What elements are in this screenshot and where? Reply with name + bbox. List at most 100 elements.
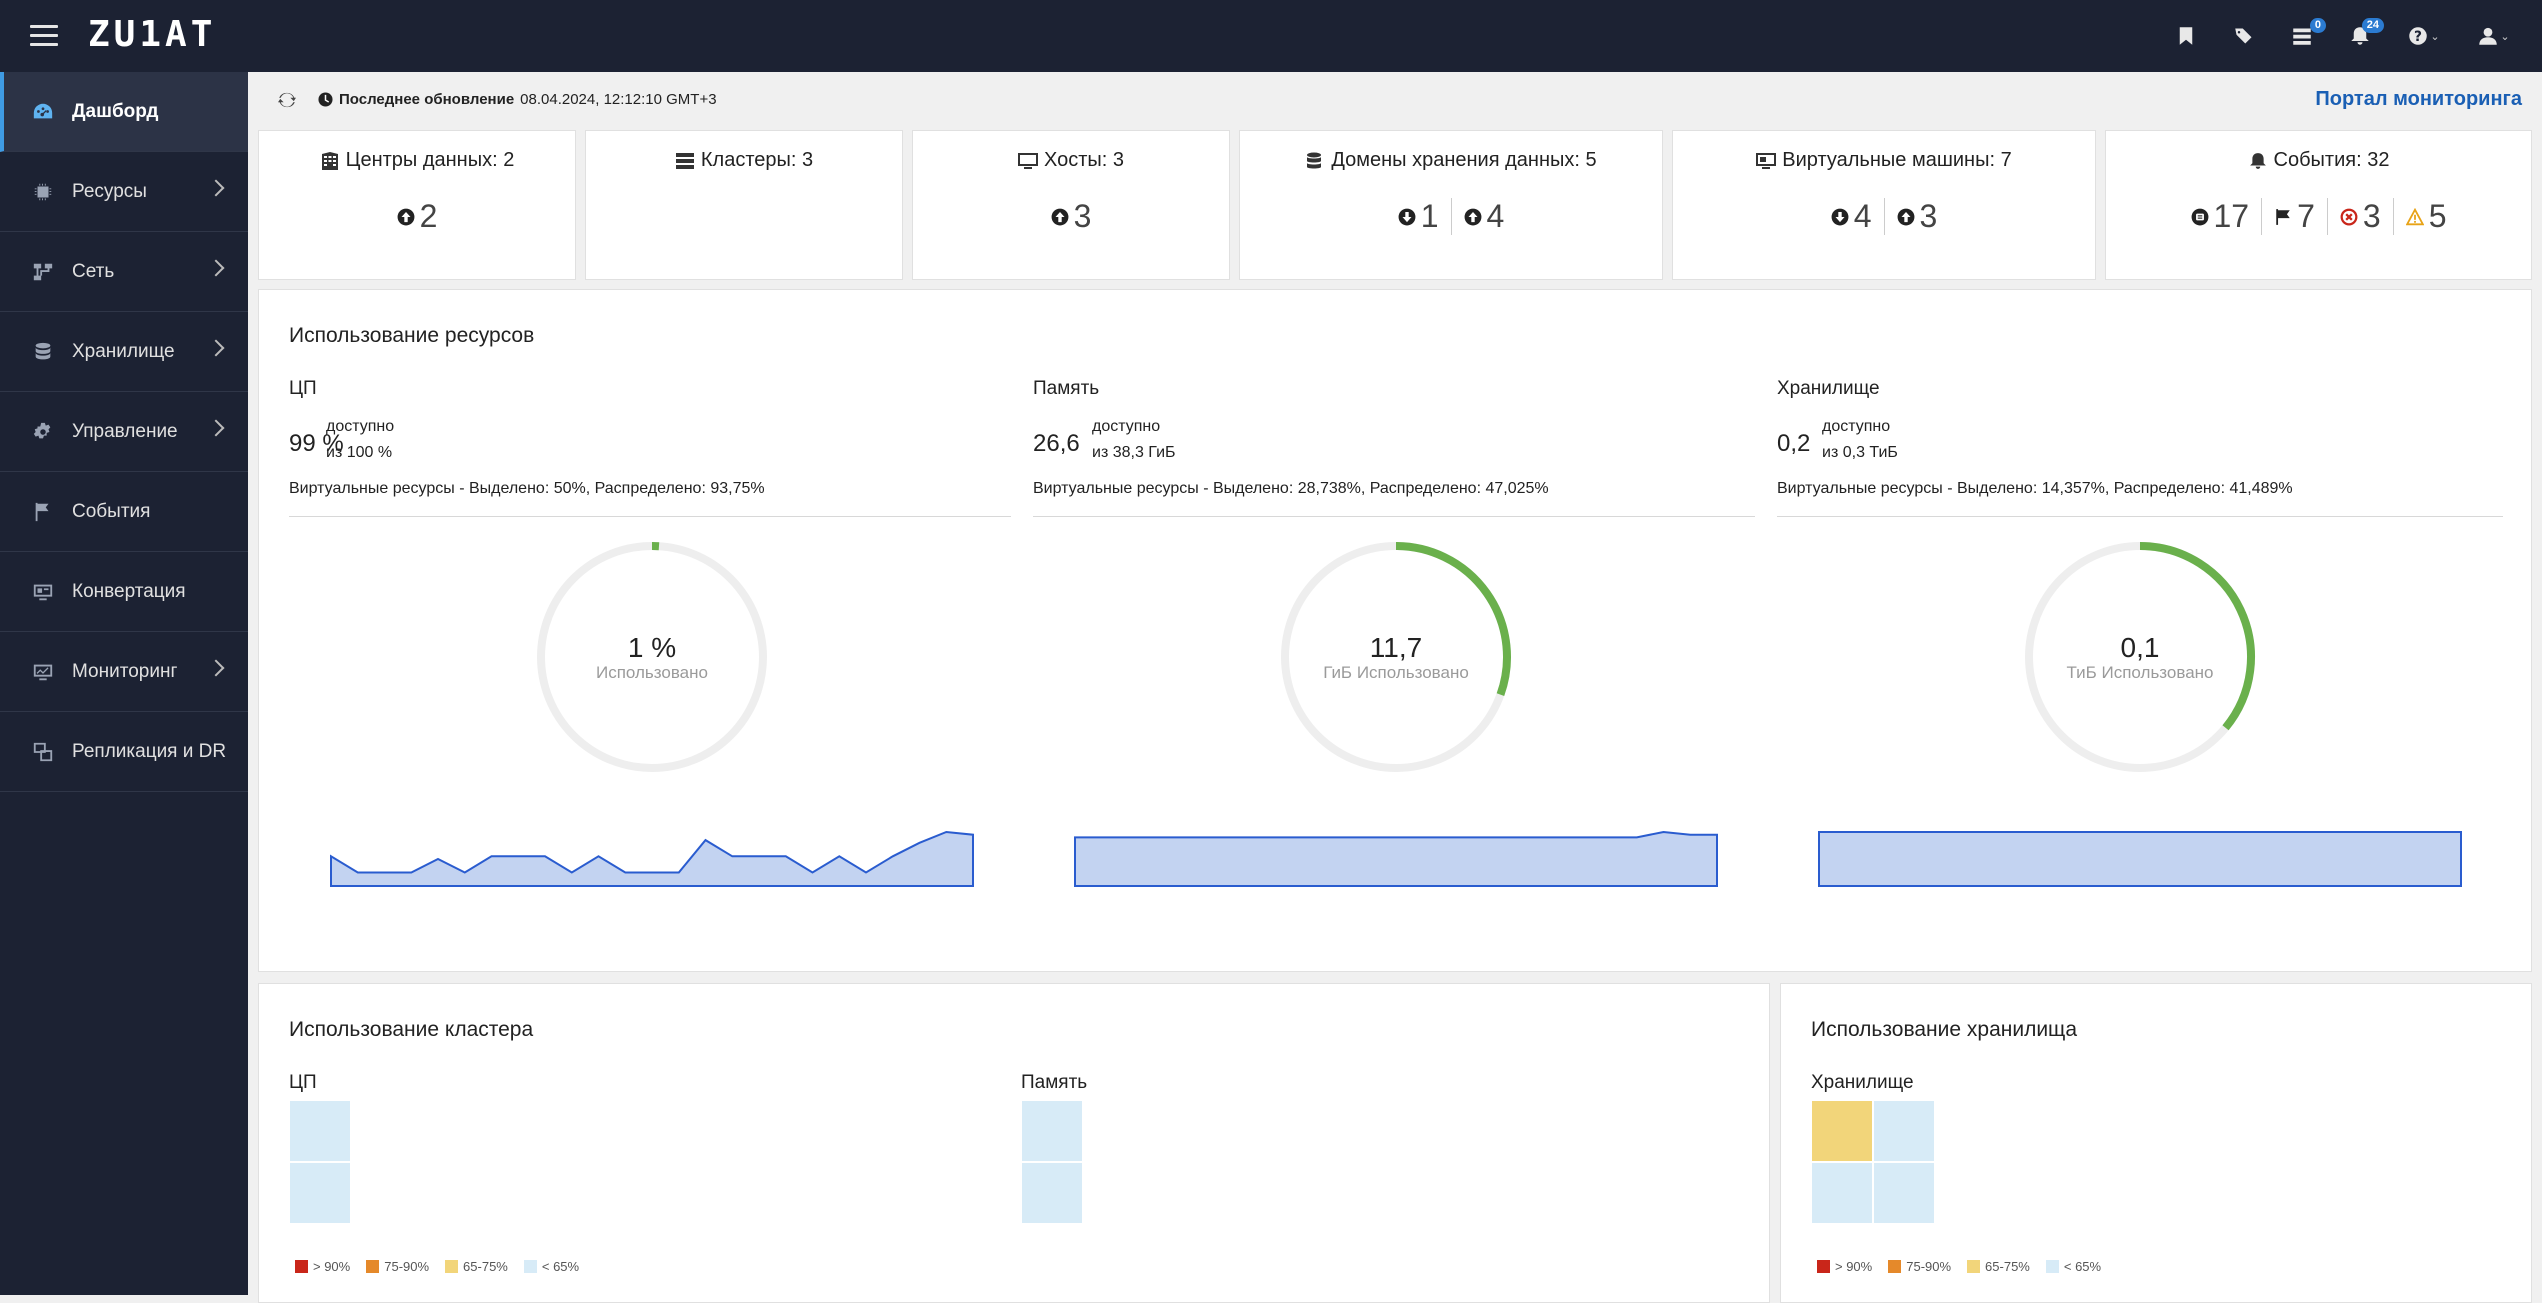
cluster-legend: > 90% 75-90% 65-75% < 65% bbox=[295, 1259, 579, 1274]
cluster-memory-title: Память bbox=[1021, 1072, 1087, 1094]
sidebar-item-network[interactable]: Сеть bbox=[0, 232, 248, 312]
datacenters-up-count[interactable]: 2 bbox=[385, 198, 450, 235]
sidebar-item-resources[interactable]: Ресурсы bbox=[0, 152, 248, 232]
cluster-memory-tile[interactable] bbox=[1021, 1100, 1083, 1162]
card-clusters-title[interactable]: Кластеры: 3 bbox=[586, 149, 902, 172]
card-storage-domains-title[interactable]: Домены хранения данных: 5 bbox=[1240, 149, 1662, 172]
cluster-cpu-tile[interactable] bbox=[289, 1100, 351, 1162]
user-icon[interactable]: ⌄ bbox=[2476, 24, 2512, 48]
flag-icon bbox=[2274, 208, 2292, 226]
storage-domains-up-count[interactable]: 4 bbox=[1451, 198, 1517, 235]
bell-icon[interactable]: 24 bbox=[2348, 24, 2372, 48]
memory-donut-chart[interactable]: 11,7 ГиБ Использовано bbox=[1276, 537, 1516, 777]
gear-icon bbox=[30, 420, 56, 444]
divider bbox=[289, 516, 1011, 517]
last-update-value: 08.04.2024, 12:12:10 GMT+3 bbox=[520, 91, 716, 108]
cpu-virtual-resources: Виртуальные ресурсы - Выделено: 50%, Рас… bbox=[289, 480, 765, 498]
storage-domains-down-count[interactable]: 1 bbox=[1386, 198, 1451, 235]
events-flag-count[interactable]: 7 bbox=[2261, 198, 2327, 235]
arrow-down-circle-icon bbox=[1398, 208, 1416, 226]
sidebar-item-label: Ресурсы bbox=[72, 181, 147, 203]
sidebar-item-administration[interactable]: Управление bbox=[0, 392, 248, 472]
sidebar-item-label: Конвертация bbox=[72, 581, 186, 603]
cluster-memory-tile[interactable] bbox=[1021, 1162, 1083, 1224]
status-bar: Последнее обновление 08.04.2024, 12:12:1… bbox=[248, 72, 2542, 127]
summary-cards: Центры данных: 2 2 Кластеры: 3 Хосты: 3 bbox=[258, 130, 2532, 280]
tags-icon[interactable] bbox=[2232, 24, 2256, 48]
sidebar-item-conversion[interactable]: Конвертация bbox=[0, 552, 248, 632]
card-datacenters-title[interactable]: Центры данных: 2 bbox=[259, 149, 575, 172]
hosts-up-count[interactable]: 3 bbox=[1039, 198, 1104, 235]
divider bbox=[1033, 516, 1755, 517]
chevron-right-icon bbox=[208, 660, 225, 677]
storage-usage-subtitle: Хранилище bbox=[1811, 1072, 1914, 1094]
sidebar-item-label: События bbox=[72, 501, 150, 523]
building-icon bbox=[320, 152, 340, 170]
card-hosts: Хосты: 3 3 bbox=[912, 130, 1230, 280]
storage-sparkline[interactable] bbox=[1817, 830, 2463, 888]
help-icon[interactable]: ?⌄ bbox=[2406, 24, 2442, 48]
vms-down-count[interactable]: 4 bbox=[1819, 198, 1884, 235]
legend-swatch-high bbox=[1817, 1260, 1830, 1273]
server-stack-icon bbox=[675, 152, 695, 170]
monitoring-portal-link[interactable]: Портал мониторинга bbox=[2315, 88, 2522, 111]
sidebar-item-events[interactable]: События bbox=[0, 472, 248, 552]
storage-donut-label: ТиБ Использовано bbox=[2067, 663, 2214, 682]
storage-virtual-resources: Виртуальные ресурсы - Выделено: 14,357%,… bbox=[1777, 480, 2293, 498]
dashboard-icon bbox=[30, 100, 56, 124]
card-vms-title[interactable]: Виртуальные машины: 7 bbox=[1673, 149, 2095, 172]
legend-swatch-low bbox=[524, 1260, 537, 1273]
cpu-donut-label: Использовано bbox=[596, 663, 708, 682]
storage-usage-panel: Использование хранилища Хранилище > 90% … bbox=[1780, 983, 2532, 1303]
memory-sparkline[interactable] bbox=[1073, 830, 1719, 888]
cluster-cpu-tile[interactable] bbox=[289, 1162, 351, 1224]
database-icon bbox=[1305, 152, 1325, 170]
cpu-donut-value: 1 % bbox=[628, 632, 676, 663]
sidebar-item-label: Мониторинг bbox=[72, 661, 177, 683]
storage-donut-chart[interactable]: 0,1 ТиБ Использовано bbox=[2020, 537, 2260, 777]
legend-swatch-mid bbox=[1888, 1260, 1901, 1273]
storage-title: Хранилище bbox=[1777, 378, 1880, 400]
cpu-title: ЦП bbox=[289, 378, 317, 400]
card-hosts-title[interactable]: Хосты: 3 bbox=[913, 149, 1229, 172]
card-datacenters: Центры данных: 2 2 bbox=[258, 130, 576, 280]
cluster-usage-title: Использование кластера bbox=[289, 1018, 533, 1042]
card-vms: Виртуальные машины: 7 4 3 bbox=[1672, 130, 2096, 280]
bookmark-icon[interactable] bbox=[2174, 24, 2198, 48]
arrow-up-circle-icon bbox=[1464, 208, 1482, 226]
cpu-sparkline[interactable] bbox=[329, 830, 975, 888]
sidebar-item-storage[interactable]: Хранилище bbox=[0, 312, 248, 392]
card-events-title[interactable]: События: 32 bbox=[2106, 149, 2531, 172]
storage-donut-value: 0,1 bbox=[2121, 632, 2160, 663]
events-warning-count[interactable]: 5 bbox=[2393, 198, 2459, 235]
vms-up-count[interactable]: 3 bbox=[1884, 198, 1950, 235]
events-error-count[interactable]: 3 bbox=[2327, 198, 2393, 235]
legend-swatch-low bbox=[2046, 1260, 2059, 1273]
bell-icon bbox=[2248, 152, 2268, 170]
last-update-label: Последнее обновление bbox=[339, 91, 514, 108]
chip-icon bbox=[30, 180, 56, 204]
sidebar-item-replication[interactable]: Репликация и DR bbox=[0, 712, 248, 792]
sidebar-item-monitoring[interactable]: Мониторинг bbox=[0, 632, 248, 712]
sparkline-area bbox=[1075, 832, 1717, 886]
events-info-count[interactable]: 17 bbox=[2179, 198, 2262, 235]
arrow-up-circle-icon bbox=[1897, 208, 1915, 226]
top-navbar: ZU1AT 0 24 ?⌄ ⌄ bbox=[0, 0, 2542, 72]
sidebar-item-label: Сеть bbox=[72, 261, 114, 283]
top-icons: 0 24 ?⌄ ⌄ bbox=[2174, 0, 2512, 72]
storage-domain-tile[interactable] bbox=[1873, 1100, 1935, 1162]
legend-swatch-high bbox=[295, 1260, 308, 1273]
main-content: Последнее обновление 08.04.2024, 12:12:1… bbox=[248, 72, 2542, 1295]
refresh-icon[interactable] bbox=[278, 91, 296, 109]
storage-usage-title: Использование хранилища bbox=[1811, 1018, 2077, 1042]
storage-domain-tile[interactable] bbox=[1811, 1162, 1873, 1224]
cpu-donut-chart[interactable]: 1 % Использовано bbox=[532, 537, 772, 777]
storage-domain-tile[interactable] bbox=[1811, 1100, 1873, 1162]
storage-domain-tile[interactable] bbox=[1873, 1162, 1935, 1224]
menu-toggle-icon[interactable] bbox=[30, 25, 58, 47]
sidebar-item-dashboard[interactable]: Дашборд bbox=[0, 72, 248, 152]
info-circle-icon bbox=[2191, 208, 2209, 226]
tasks-icon[interactable]: 0 bbox=[2290, 24, 2314, 48]
arrow-up-circle-icon bbox=[1051, 208, 1069, 226]
card-storage-domains: Домены хранения данных: 5 1 4 bbox=[1239, 130, 1663, 280]
